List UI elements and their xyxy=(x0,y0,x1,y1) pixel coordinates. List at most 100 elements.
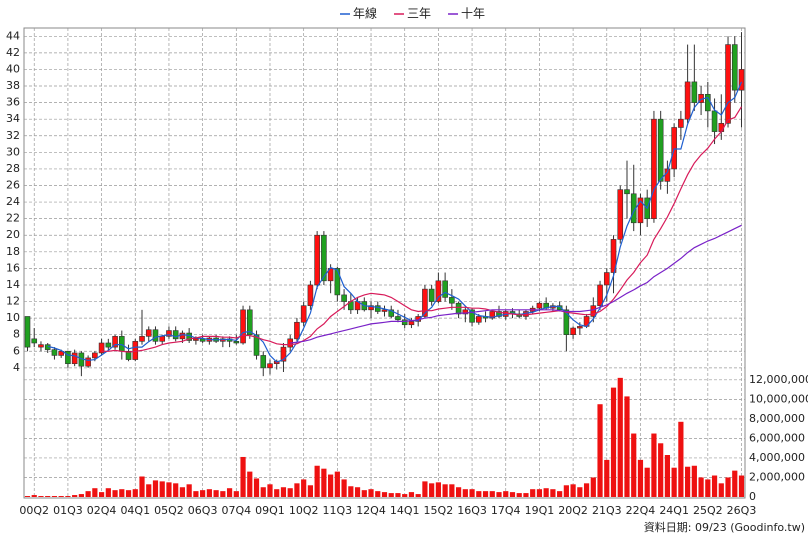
volume-bar xyxy=(462,489,468,497)
volume-bar xyxy=(125,490,132,497)
candle-body xyxy=(300,305,307,323)
volume-bar xyxy=(516,493,522,497)
candle-body xyxy=(455,302,462,315)
volume-bar xyxy=(691,465,697,497)
y-tick-label: 28 xyxy=(6,162,20,175)
candle-body xyxy=(246,309,253,335)
volume-bar xyxy=(509,492,516,497)
volume-bar xyxy=(58,496,64,497)
candle-body xyxy=(731,44,738,91)
candle-body xyxy=(435,280,442,302)
candle-body xyxy=(442,280,448,298)
x-tick-label: 20Q2 xyxy=(558,504,588,517)
volume-bar xyxy=(395,493,401,497)
candle-body xyxy=(105,342,112,348)
volume-bar xyxy=(610,387,617,497)
candle-body xyxy=(381,309,388,312)
y-tick-label: 12 xyxy=(6,295,20,308)
candle-body xyxy=(603,272,610,286)
volume-bar xyxy=(294,483,300,497)
legend-label: 三年 xyxy=(407,7,431,21)
volume-bar xyxy=(651,433,657,497)
volume-bar xyxy=(368,489,374,497)
candle-body xyxy=(240,309,246,344)
volume-bar xyxy=(449,484,455,497)
y-tick-label: 42 xyxy=(6,46,20,59)
volume-bar xyxy=(705,479,711,497)
candle-body xyxy=(65,350,71,365)
candle-body xyxy=(166,330,172,337)
y-tick-label: 44 xyxy=(6,29,20,42)
volume-bar xyxy=(402,494,408,497)
candle-body xyxy=(577,326,583,329)
y-tick-label: 20 xyxy=(6,228,20,241)
volume-bar xyxy=(233,491,239,497)
volume-bar xyxy=(442,484,448,497)
candle-body xyxy=(684,81,691,120)
volume-bar xyxy=(193,491,199,497)
volume-bar xyxy=(51,496,58,497)
volume-bar xyxy=(590,477,596,497)
x-tick-label: 10Q2 xyxy=(289,504,319,517)
volume-bar xyxy=(570,484,576,497)
volume-bar xyxy=(617,377,623,497)
candle-body xyxy=(657,118,664,182)
volume-bar xyxy=(146,484,152,497)
x-tick-label: 00Q2 xyxy=(19,504,49,517)
volume-bar xyxy=(152,480,159,497)
candle-body xyxy=(334,268,341,296)
x-tick-label: 25Q2 xyxy=(693,504,723,517)
x-tick-label: 06Q3 xyxy=(188,504,218,517)
candle-body xyxy=(341,294,347,302)
volume-bar xyxy=(132,489,138,497)
y-tick-label: 16 xyxy=(6,261,20,274)
volume-bar xyxy=(105,488,111,497)
candle-body xyxy=(617,189,624,240)
y-tick-label: 22 xyxy=(6,212,20,225)
candle-body xyxy=(139,336,145,342)
candle-body xyxy=(597,284,603,306)
volume-bar xyxy=(179,487,186,497)
candle-body xyxy=(321,234,327,282)
volume-bar xyxy=(725,477,731,497)
x-tick-label: 26Q3 xyxy=(727,504,757,517)
y-tick-label: 10 xyxy=(6,311,20,324)
volume-bar xyxy=(577,487,583,497)
ma-line xyxy=(101,106,743,353)
volume-bar xyxy=(72,495,78,497)
candle-body xyxy=(172,330,179,340)
volume-bar xyxy=(361,490,367,497)
x-tick-label: 21Q3 xyxy=(592,504,622,517)
volume-bar xyxy=(341,479,347,497)
candle-body xyxy=(374,305,381,312)
volume-bar xyxy=(375,491,381,497)
volume-bar xyxy=(92,488,98,497)
volume-bar xyxy=(496,492,502,497)
candle-body xyxy=(738,69,745,91)
volume-bar xyxy=(482,491,489,497)
y-tick-label: 8 xyxy=(13,328,20,341)
candle-body xyxy=(152,329,159,342)
volume-bar xyxy=(314,465,320,497)
volume-bar xyxy=(408,492,415,497)
volume-bar xyxy=(280,487,287,497)
x-tick-label: 14Q1 xyxy=(390,504,420,517)
volume-bar xyxy=(173,483,179,497)
volume-bar xyxy=(523,493,529,497)
candle-body xyxy=(159,336,166,342)
candle-body xyxy=(24,316,31,348)
volume-bar xyxy=(31,495,37,497)
volume-bar xyxy=(65,496,71,497)
x-tick-label: 12Q4 xyxy=(356,504,386,517)
candle-body xyxy=(233,341,240,344)
x-tick-label: 15Q2 xyxy=(424,504,454,517)
volume-bar xyxy=(274,489,280,497)
candle-body xyxy=(422,288,428,317)
volume-bar xyxy=(644,467,650,497)
x-tick-label: 02Q4 xyxy=(87,504,117,517)
candle-body xyxy=(428,288,435,302)
x-tick-label: 07Q4 xyxy=(221,504,251,517)
candle-body xyxy=(590,305,597,317)
y2-tick-label: 8,000,000 xyxy=(749,412,805,425)
y-tick-label: 4 xyxy=(13,361,20,374)
